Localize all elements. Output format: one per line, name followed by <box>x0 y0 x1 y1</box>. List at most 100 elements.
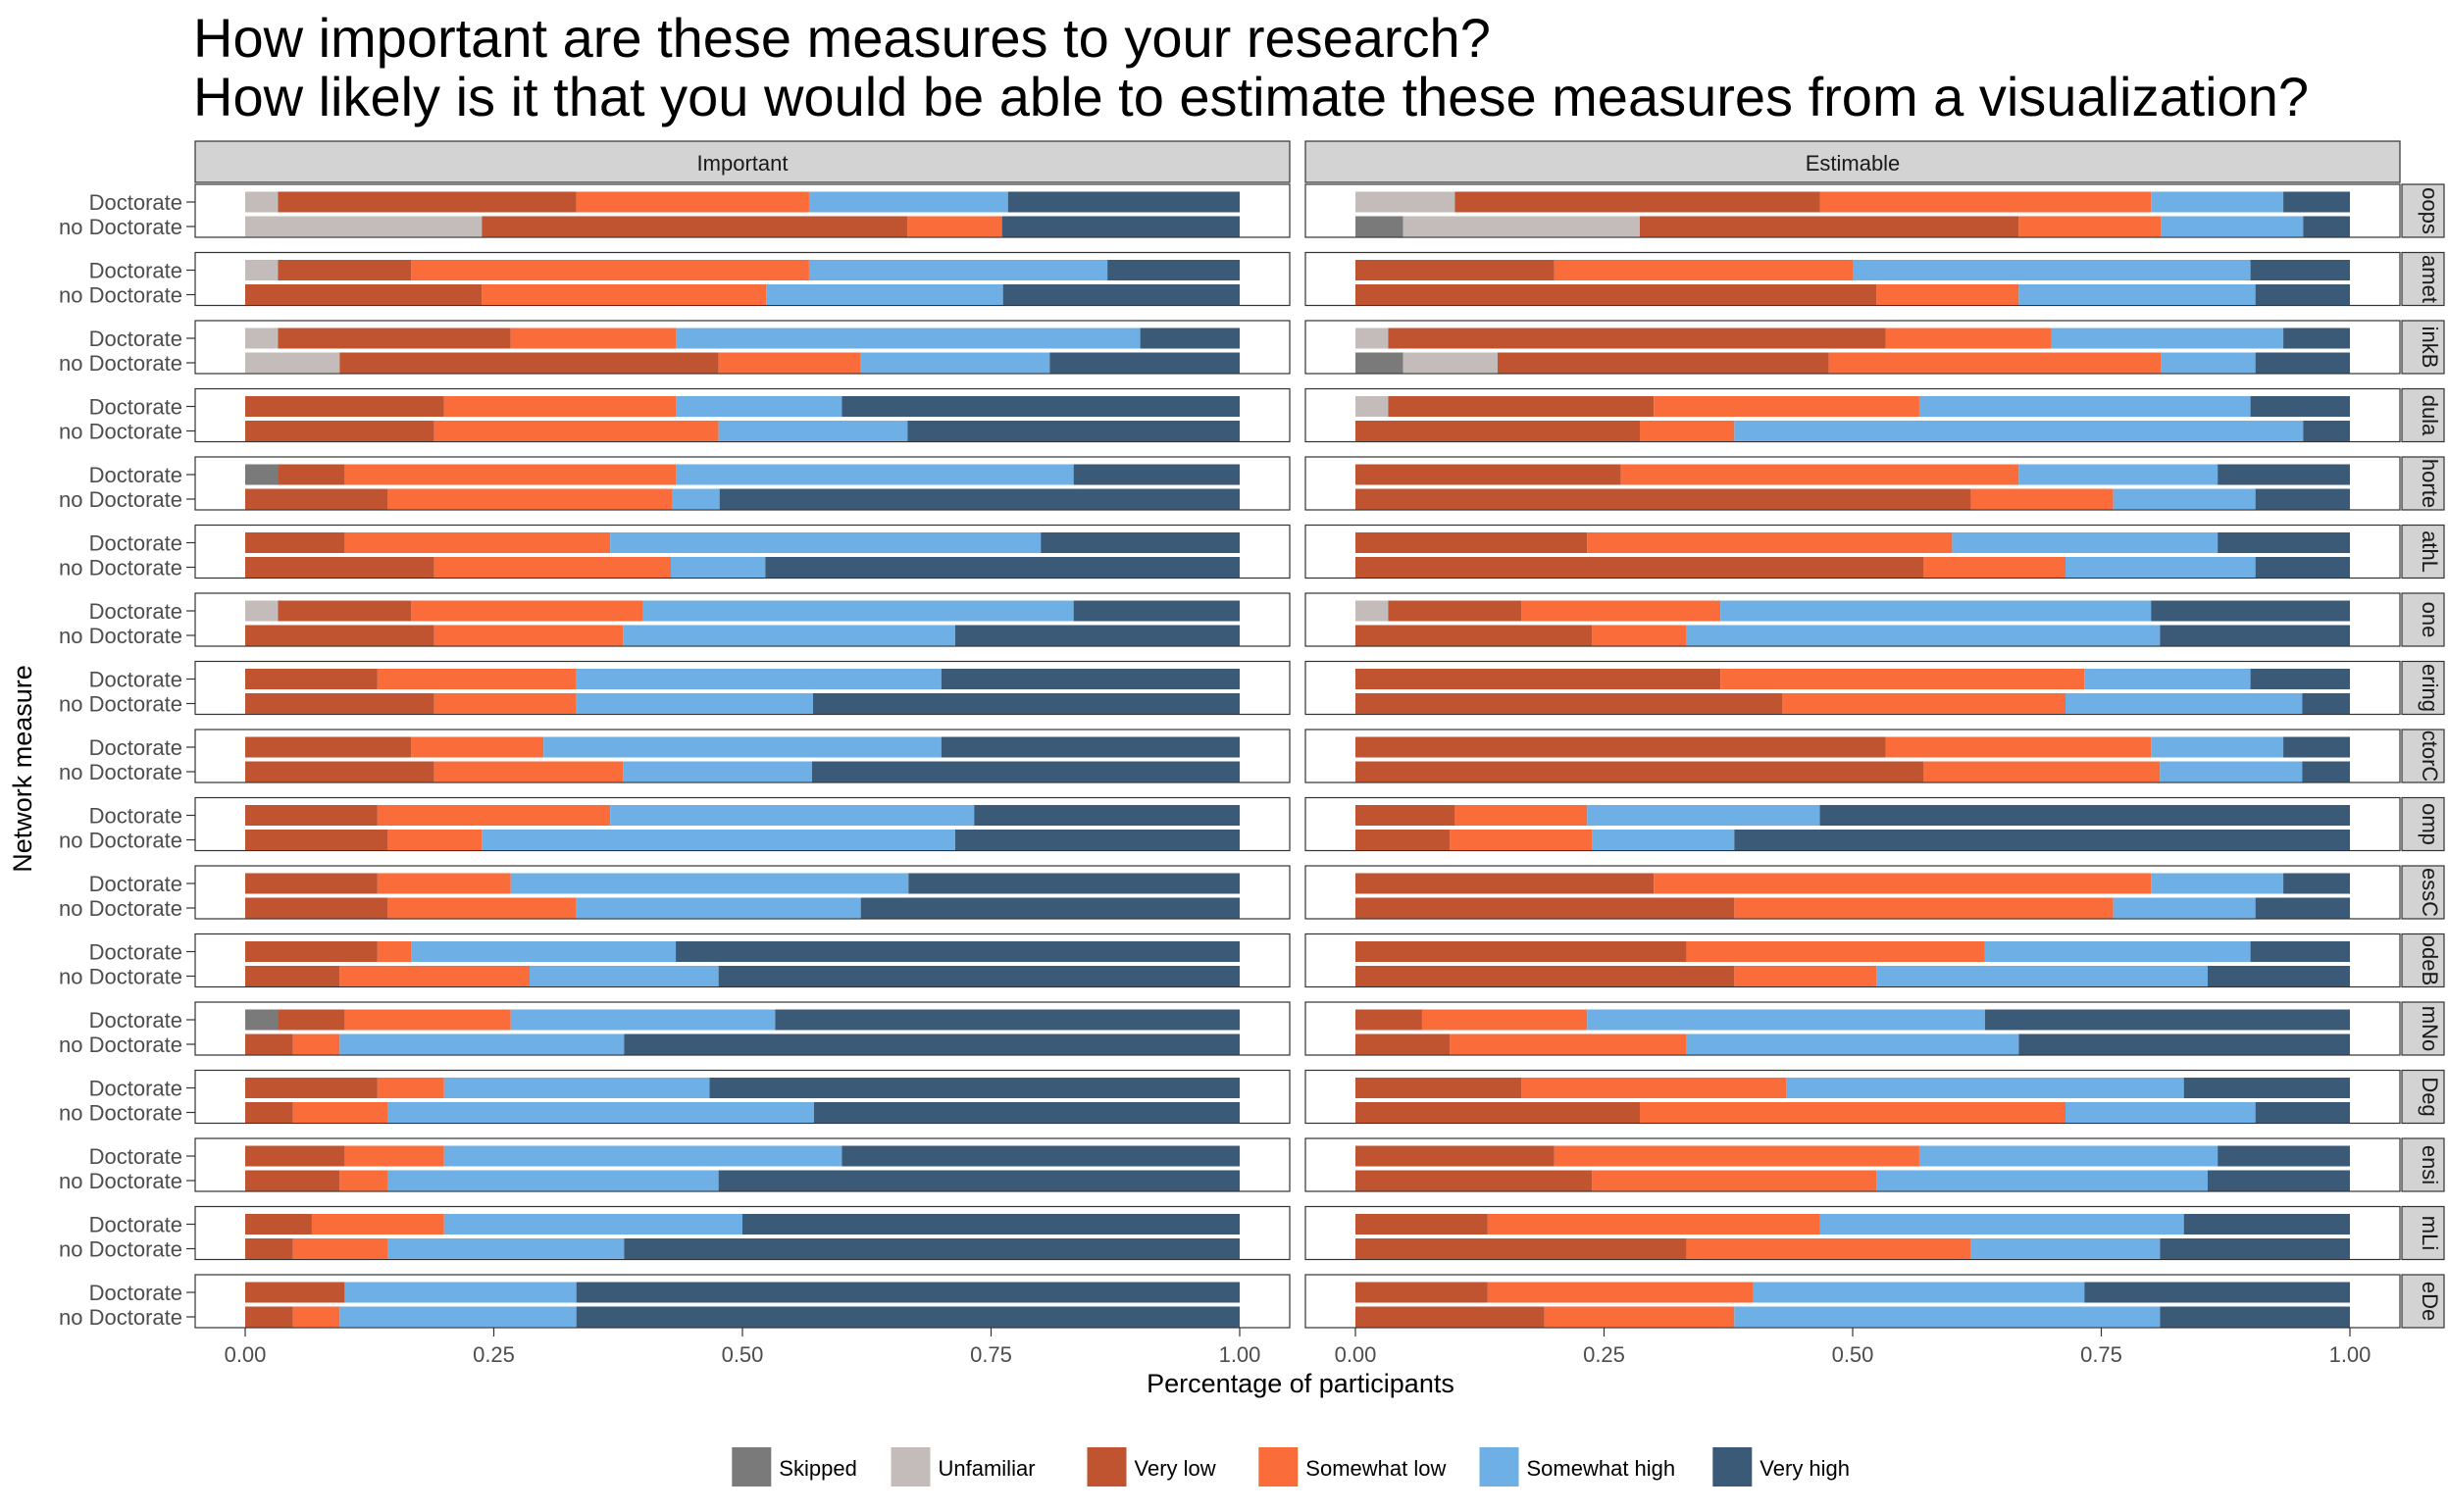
bar-segment-very-high <box>1819 805 2350 826</box>
bar-segment-somewhat-high <box>718 421 908 441</box>
bar-segment-somewhat-high <box>623 761 812 782</box>
bar-segment-somewhat-low <box>387 830 483 850</box>
bar-segment-somewhat-low <box>311 1214 444 1235</box>
group-label: no Doctorate <box>59 283 182 308</box>
bar-segment-very-high <box>624 1033 1240 1055</box>
bar-segment-skipped <box>1355 352 1403 374</box>
bar-segment-very-low <box>278 600 412 622</box>
bar-segment-very-low <box>1355 805 1455 826</box>
bar-segment-somewhat-high <box>482 830 955 850</box>
panel-strip-label: Estimable <box>1806 151 1901 176</box>
bar-segment-somewhat-low <box>1554 260 1853 280</box>
bar-segment-very-high <box>1073 600 1240 622</box>
bar-segment-somewhat-low <box>1640 1102 2066 1123</box>
bar-segment-somewhat-low <box>1487 1282 1754 1303</box>
bar-segment-very-low <box>482 216 908 237</box>
bar-segment-very-high <box>1984 1009 2350 1031</box>
panel-strip-label: Important <box>697 151 789 176</box>
facet-strip-label: omp <box>2418 803 2442 845</box>
bar-segment-very-low <box>1355 1033 1451 1055</box>
bar-segment-very-high <box>742 1214 1240 1235</box>
bar-segment-very-high <box>941 736 1240 758</box>
bar-segment-very-high <box>765 557 1240 578</box>
bar-segment-somewhat-high <box>387 1238 625 1259</box>
bar-segment-somewhat-low <box>411 260 809 280</box>
bar-segment-somewhat-low <box>1876 284 2019 305</box>
bar-segment-unfamiliar <box>245 328 279 349</box>
facet-strip <box>2401 524 2445 580</box>
bar-segment-somewhat-low <box>1450 830 1593 850</box>
facet-strip-label: mNo <box>2418 1006 2442 1051</box>
legend-item: Somewhat high <box>1479 1447 1675 1487</box>
legend-label: Very high <box>1760 1456 1850 1481</box>
bar-segment-skipped <box>245 464 279 485</box>
group-label: no Doctorate <box>59 487 182 512</box>
bar-segment-very-high <box>2160 1238 2350 1259</box>
group-label: Doctorate <box>89 599 182 624</box>
bar-segment-somewhat-high <box>510 1009 776 1031</box>
bar-segment-somewhat-high <box>1734 1306 2161 1328</box>
group-label: no Doctorate <box>59 420 182 444</box>
bar-segment-somewhat-low <box>907 216 1002 237</box>
bar-segment-very-high <box>2183 1078 2350 1098</box>
bar-segment-somewhat-high <box>2018 464 2218 485</box>
bar-segment-somewhat-high <box>672 488 720 510</box>
legend-item: Very high <box>1712 1447 1850 1487</box>
bar-segment-somewhat-high <box>2065 1102 2256 1123</box>
bar-segment-somewhat-low <box>510 328 677 349</box>
bar-segment-somewhat-low <box>1544 1306 1735 1328</box>
bar-segment-somewhat-high <box>1918 396 2251 417</box>
bar-segment-somewhat-high <box>344 1282 577 1303</box>
facet-strip <box>2401 456 2445 511</box>
legend-label: Skipped <box>779 1456 857 1481</box>
bar-segment-somewhat-high <box>1952 532 2218 553</box>
bar-segment-somewhat-high <box>676 328 1141 349</box>
bar-segment-very-low <box>245 669 378 689</box>
bar-segment-somewhat-low <box>1885 736 2152 758</box>
bar-segment-very-high <box>1073 464 1240 485</box>
bar-segment-very-high <box>2250 260 2350 280</box>
bar-segment-very-high <box>2255 488 2350 510</box>
group-label: no Doctorate <box>59 1169 182 1193</box>
bar-segment-somewhat-low <box>292 1238 388 1259</box>
bar-segment-very-low <box>245 1033 293 1055</box>
bar-segment-very-high <box>775 1009 1240 1031</box>
bar-segment-very-high <box>1041 532 1240 553</box>
bar-segment-somewhat-high <box>676 464 1074 485</box>
bar-segment-very-low <box>1355 941 1687 962</box>
bar-segment-very-high <box>2250 396 2350 417</box>
bar-segment-somewhat-high <box>443 1214 742 1235</box>
bar-segment-very-high <box>2283 328 2350 349</box>
group-label: Doctorate <box>89 735 182 760</box>
legend-swatch <box>1479 1447 1519 1487</box>
bar-segment-somewhat-high <box>576 669 942 689</box>
legend-swatch <box>732 1447 772 1487</box>
bar-segment-very-high <box>908 873 1240 894</box>
bar-segment-very-high <box>2218 1145 2350 1167</box>
group-label: Doctorate <box>89 940 182 965</box>
bar-segment-very-low <box>245 1170 340 1191</box>
facet-strip-label: oops <box>2418 187 2442 234</box>
bar-segment-somewhat-low <box>387 488 673 510</box>
bar-segment-somewhat-high <box>2084 669 2251 689</box>
bar-segment-somewhat-high <box>642 600 1074 622</box>
bar-segment-very-high <box>812 693 1240 714</box>
bar-segment-very-high <box>842 1145 1240 1167</box>
bar-segment-somewhat-low <box>1720 669 2085 689</box>
bar-segment-very-low <box>245 284 483 305</box>
x-tick-label: 0.25 <box>1583 1342 1625 1367</box>
bar-segment-very-low <box>245 1282 345 1303</box>
group-label: Doctorate <box>89 1077 182 1101</box>
bar-segment-somewhat-high <box>1876 966 2208 986</box>
bar-segment-very-high <box>860 897 1240 919</box>
bar-segment-somewhat-high <box>339 1033 625 1055</box>
bar-segment-very-high <box>842 396 1240 417</box>
bar-segment-somewhat-low <box>1521 1078 1787 1098</box>
